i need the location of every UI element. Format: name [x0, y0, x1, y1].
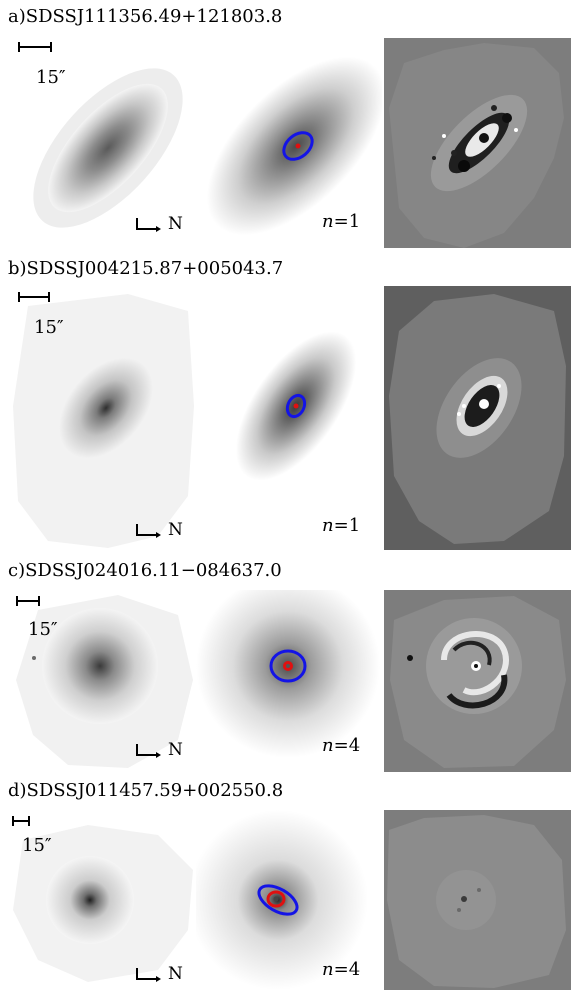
arrow-head-icon	[156, 976, 161, 982]
residual-image	[384, 590, 571, 772]
n-symbol: n	[322, 211, 334, 232]
equals-sign: =	[333, 515, 349, 536]
north-label: N	[168, 214, 183, 234]
model-image: n=4	[196, 590, 382, 772]
scale-label: 15″	[28, 619, 58, 640]
scale-bar	[16, 596, 40, 606]
panel-title: c)SDSSJ024016.11−084637.0	[8, 560, 282, 581]
compass-arm	[136, 218, 138, 230]
model-image: n=1	[196, 38, 382, 248]
scale-label: 15″	[36, 67, 66, 88]
scale-bar	[18, 42, 52, 52]
scale-bar	[12, 816, 30, 826]
panel-c: c)SDSSJ024016.11−084637.0 15″ N	[0, 552, 571, 772]
n-symbol: n	[322, 515, 334, 536]
compass-arm	[136, 524, 138, 536]
panel-d: d)SDSSJ011457.59+002550.8 15″ N	[0, 772, 571, 990]
sersic-index-label: n=1	[322, 212, 360, 232]
north-compass: N	[136, 516, 186, 540]
model-image: n=4	[196, 810, 382, 990]
model-image: n=1	[196, 286, 382, 550]
compass-arm	[136, 968, 138, 980]
compass-bar	[136, 754, 158, 756]
panel-title: a)SDSSJ111356.49+121803.8	[8, 6, 283, 27]
sersic-index-value: 1	[348, 211, 361, 232]
scale-label: 15″	[34, 317, 64, 338]
equals-sign: =	[333, 211, 349, 232]
residual-image	[384, 810, 571, 990]
panel-title: d)SDSSJ011457.59+002550.8	[8, 780, 284, 801]
scale-label: 15″	[22, 835, 52, 856]
arrow-head-icon	[156, 752, 161, 758]
sersic-index-value: 1	[348, 515, 361, 536]
sersic-index-value: 4	[348, 959, 361, 980]
observed-image: 15″ N	[8, 810, 196, 990]
north-compass: N	[136, 210, 186, 234]
sersic-index-label: n=4	[322, 736, 360, 756]
arrow-head-icon	[156, 532, 161, 538]
compass-bar	[136, 534, 158, 536]
north-compass: N	[136, 960, 186, 984]
panel-b: b)SDSSJ004215.87+005043.7 15″ N	[0, 248, 571, 552]
equals-sign: =	[333, 959, 349, 980]
north-label: N	[168, 520, 183, 540]
compass-bar	[136, 978, 158, 980]
arrow-head-icon	[156, 226, 161, 232]
residual-image	[384, 38, 571, 248]
observed-image: 15″ N	[8, 38, 196, 248]
sersic-index-label: n=4	[322, 960, 360, 980]
panel-a: a)SDSSJ111356.49+121803.8 15″ N	[0, 0, 571, 248]
n-symbol: n	[322, 735, 334, 756]
compass-arm	[136, 744, 138, 756]
north-label: N	[168, 964, 183, 984]
residual-image	[384, 286, 571, 550]
observed-image: 15″ N	[8, 286, 196, 550]
north-compass: N	[136, 736, 186, 760]
compass-bar	[136, 228, 158, 230]
equals-sign: =	[333, 735, 349, 756]
observed-image: 15″ N	[8, 590, 196, 772]
north-label: N	[168, 740, 183, 760]
scale-bar	[18, 292, 50, 302]
panel-title: b)SDSSJ004215.87+005043.7	[8, 258, 284, 279]
sersic-index-label: n=1	[322, 516, 360, 536]
n-symbol: n	[322, 959, 334, 980]
sersic-index-value: 4	[348, 735, 361, 756]
